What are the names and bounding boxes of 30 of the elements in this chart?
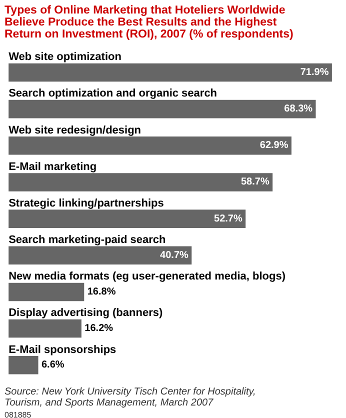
data-label: 71.9%	[300, 66, 329, 78]
bar	[8, 136, 292, 155]
bar	[8, 282, 84, 302]
bar	[8, 356, 38, 374]
text: 081885	[4, 410, 32, 418]
y-tick-label: Display advertising (banners)	[8, 307, 163, 320]
source-note: Source: New York University Tisch Center for Hospitality, Tourism, and Sports Management, March 2007	[4, 386, 256, 408]
bar	[8, 173, 273, 192]
data-label: 62.9%	[260, 140, 288, 152]
data-label: 68.3%	[284, 104, 313, 115]
bar	[8, 319, 82, 338]
data-label: 40.7%	[160, 250, 189, 261]
y-tick-label: Web site optimization	[8, 51, 122, 64]
y-tick-label: E-Mail marketing	[8, 160, 97, 173]
chart-title: Types of Online Marketing that Hoteliers Worldwide Believe Produce the Best Results and the Highest Return on Investment (ROI), 2007 (% of respondents)	[4, 4, 294, 40]
bar	[8, 100, 316, 118]
data-label: 6.6%	[42, 360, 64, 371]
data-label: 16.8%	[87, 286, 116, 298]
bar	[8, 63, 332, 82]
data-label: 58.7%	[240, 176, 270, 188]
data-label: 52.7%	[214, 213, 242, 224]
y-tick-label: New media formats (eg user-generated media, blogs)	[8, 270, 286, 283]
y-tick-label: Search optimization and organic search	[8, 88, 218, 100]
bar	[8, 246, 192, 265]
y-tick-label: E-Mail sponsorships	[8, 344, 116, 356]
data-label: 16.2%	[84, 323, 114, 334]
y-tick-label: Web site redesign/design	[8, 124, 142, 136]
y-tick-label: Strategic linking/partnerships	[8, 197, 164, 210]
y-tick-label: Search marketing-paid search	[8, 234, 166, 246]
bar	[8, 210, 246, 228]
